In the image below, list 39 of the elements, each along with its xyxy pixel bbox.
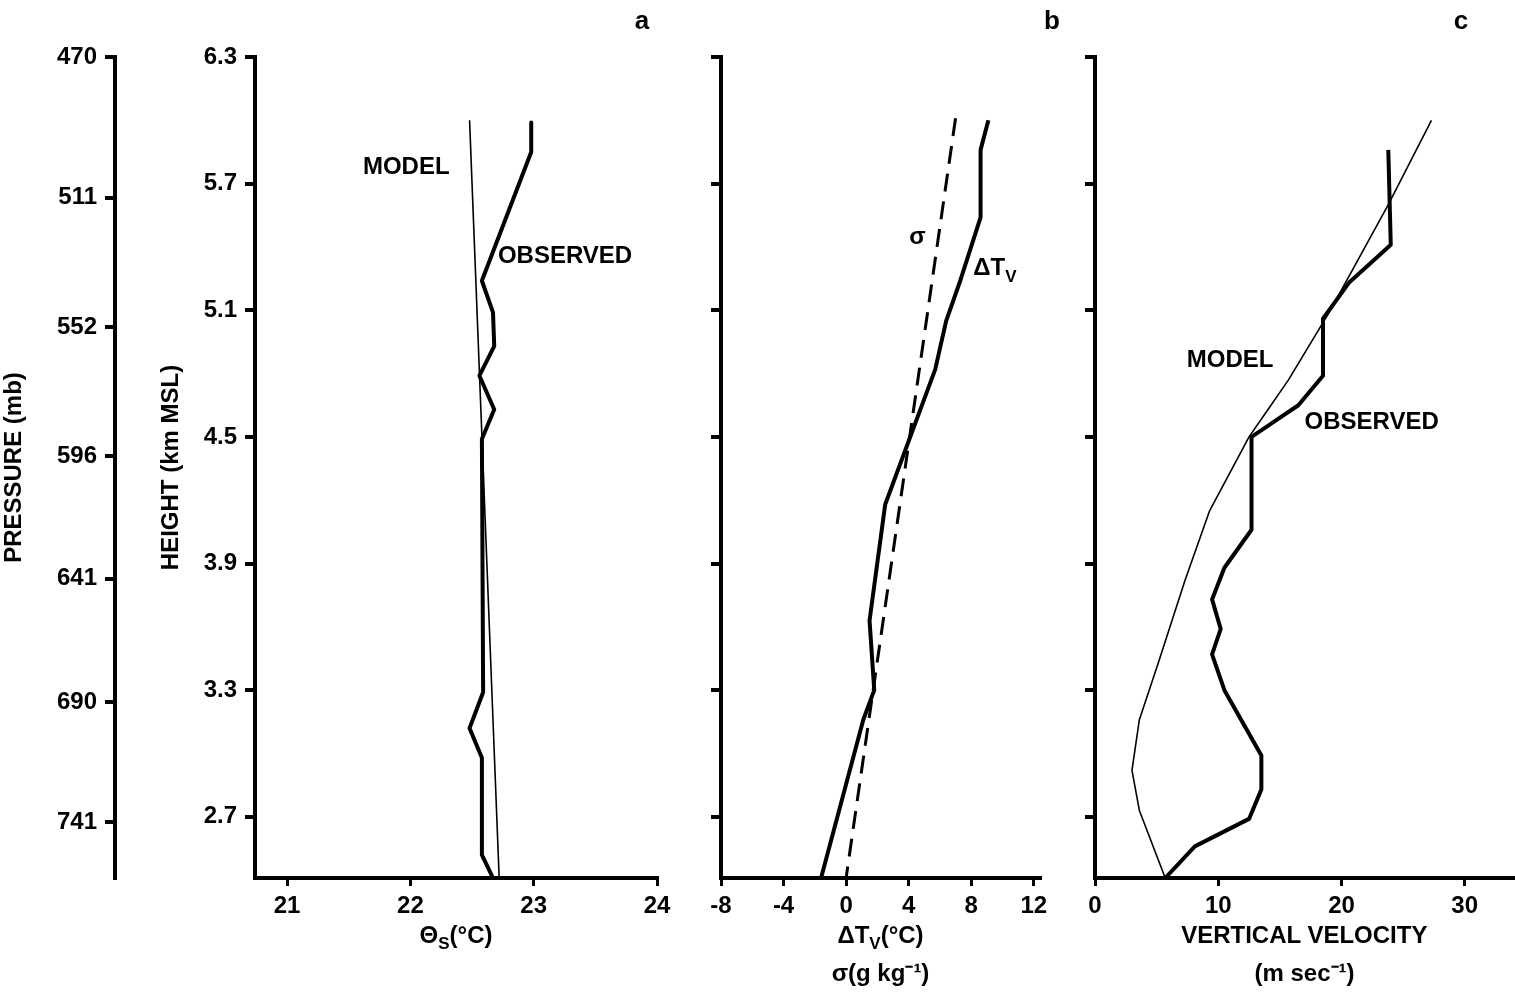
series-label: MODEL	[362, 151, 450, 179]
chart-title: a	[634, 5, 650, 36]
y-tick-label: 5.1	[203, 294, 237, 322]
y2-tick-label: 641	[56, 563, 97, 591]
y-axis-title: HEIGHT (km MSL)	[156, 364, 184, 571]
series-label: OBSERVED	[1304, 406, 1439, 434]
y2-tick-label: 690	[56, 686, 97, 714]
y-tick-label: 4.5	[203, 421, 237, 449]
x-tick-label: 22	[397, 891, 424, 919]
chart-title: c	[1453, 5, 1469, 36]
y-tick-label: 6.3	[203, 41, 237, 69]
x-tick-label: -4	[772, 891, 795, 919]
y2-tick-label: 470	[56, 41, 97, 69]
x-tick-label: 8	[964, 891, 978, 919]
x-tick-label: 30	[1451, 891, 1479, 919]
series-label: OBSERVED	[497, 241, 633, 269]
series-label: σ	[909, 221, 926, 249]
y2-tick-label: 552	[56, 311, 97, 339]
y-tick-label: 3.9	[203, 548, 237, 576]
x-tick-label: 23	[520, 891, 548, 919]
y-tick-label: 2.7	[203, 801, 237, 829]
y2-axis-title: PRESSURE (mb)	[0, 372, 27, 563]
y2-tick-label: 741	[56, 806, 97, 834]
y2-tick-label: 596	[56, 440, 97, 468]
x-tick-label: 21	[273, 891, 301, 919]
x-axis-title: VERTICAL VELOCITY (m sec⁻¹)	[1181, 920, 1428, 986]
series-label: MODEL	[1186, 344, 1274, 372]
x-tick-label: 12	[1020, 891, 1048, 919]
x-tick-label: 10	[1204, 891, 1232, 919]
x-tick-label: 0	[1088, 891, 1102, 919]
x-tick-label: 0	[839, 891, 853, 919]
x-tick-label: 4	[901, 891, 916, 919]
y-tick-label: 5.7	[203, 168, 237, 196]
x-tick-label: 24	[643, 891, 671, 919]
y-tick-label: 3.3	[203, 674, 237, 702]
chart-title: b	[1044, 5, 1060, 36]
x-tick-label: 20	[1328, 891, 1355, 919]
x-tick-label: -8	[710, 891, 732, 919]
y2-tick-label: 511	[58, 182, 97, 210]
